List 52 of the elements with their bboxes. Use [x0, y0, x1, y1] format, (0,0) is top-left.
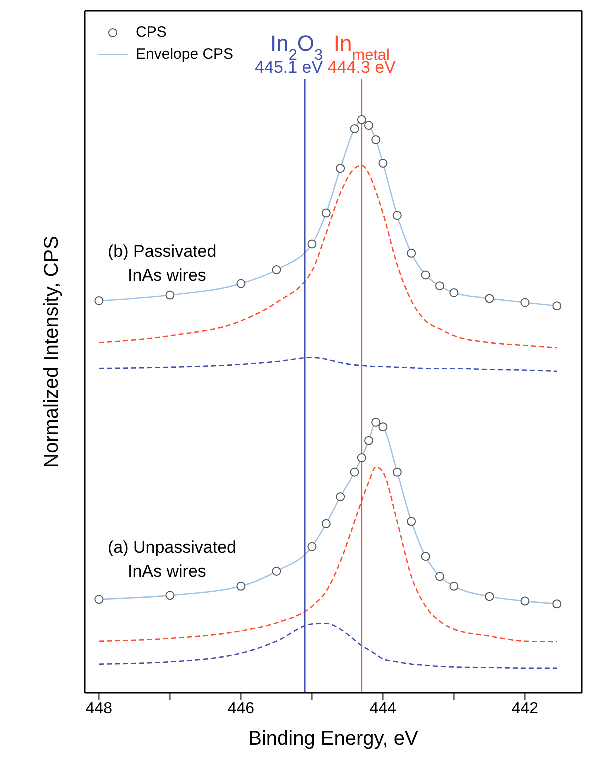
point: [520, 298, 530, 308]
ref-line-label: In$_{2}$O$_{3}$ 445.1 eV: [255, 31, 324, 78]
point: [372, 418, 381, 427]
point: [436, 572, 444, 582]
annotation: (b) Passivated InAs wires: [108, 241, 217, 287]
x-tick-label: 448: [86, 700, 113, 718]
point: [166, 591, 175, 600]
x-tick-label: 446: [228, 700, 255, 718]
point: [94, 296, 104, 306]
x-tick-label: 442: [512, 700, 539, 718]
point: [236, 582, 246, 591]
point: [94, 595, 104, 604]
point: [357, 115, 366, 124]
point: [372, 135, 381, 144]
point: [336, 164, 346, 174]
point: [407, 248, 416, 258]
point: [552, 302, 562, 311]
point: [350, 124, 360, 134]
point: [450, 288, 459, 298]
legend-label: Envelope CPS: [136, 45, 234, 65]
point: [166, 290, 175, 300]
point: [272, 567, 282, 576]
point: [308, 240, 317, 249]
point: [407, 517, 416, 526]
x-axis-title: Binding Energy, eV: [248, 728, 420, 750]
point: [485, 592, 494, 602]
point: [378, 422, 388, 432]
point: [378, 158, 388, 168]
ref-line-label: In$_{metal}$ 444.3 eV: [328, 31, 397, 78]
point: [392, 468, 402, 477]
point: [364, 436, 374, 446]
point: [520, 596, 530, 606]
point: [421, 270, 430, 280]
point: [236, 279, 246, 288]
point: [436, 282, 444, 291]
point: [350, 468, 360, 477]
point: [364, 121, 374, 130]
point: [421, 552, 430, 562]
point: [322, 208, 331, 218]
point: [336, 492, 346, 502]
legend-label: CPS: [136, 23, 167, 43]
point: [357, 454, 366, 463]
point: [272, 266, 282, 275]
annotation: (a) Unpassivated InAs wires: [108, 537, 237, 583]
point: [552, 600, 562, 609]
point: [308, 542, 317, 552]
point: [450, 582, 459, 591]
point: [392, 211, 402, 220]
point: [485, 294, 494, 304]
x-tick-label: 444: [370, 700, 397, 718]
point: [322, 519, 331, 528]
y-axis-title: Normalized Intensity, CPS: [41, 236, 64, 468]
